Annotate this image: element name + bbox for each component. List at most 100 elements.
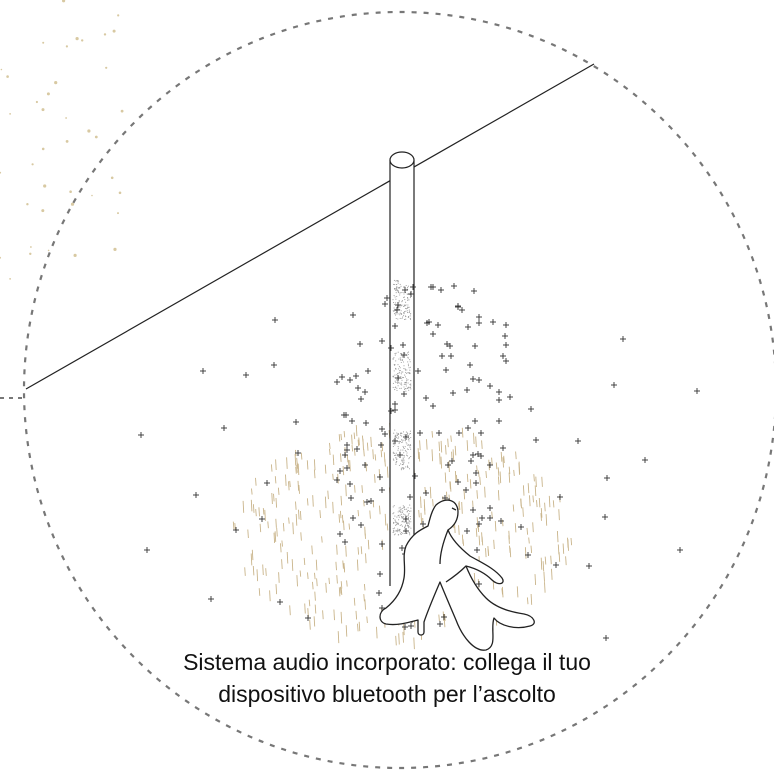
rain-dash	[312, 495, 314, 507]
rain-dash	[512, 504, 515, 512]
background-dot	[41, 147, 45, 151]
stipple-dot	[403, 304, 405, 306]
stipple-dot	[396, 387, 398, 389]
rain-dash	[518, 462, 520, 475]
plus-marker	[395, 375, 401, 381]
rain-dash	[275, 459, 277, 471]
stipple-dot	[395, 434, 397, 436]
stipple-dot	[393, 529, 395, 531]
plus-marker	[408, 291, 414, 297]
stipple-dot	[400, 358, 402, 360]
stipple-dot	[409, 504, 411, 506]
rain-dash	[499, 471, 502, 484]
stipple-dot	[400, 292, 402, 294]
stipple-dot	[401, 525, 403, 527]
stipple-dot	[404, 368, 406, 370]
rain-dash	[395, 635, 397, 646]
stipple-dot	[408, 299, 410, 301]
stipple-dot	[410, 444, 412, 446]
stipple-dot	[404, 440, 407, 442]
stipple-dot	[401, 356, 403, 358]
rain-dash	[524, 547, 527, 559]
stipple-dot	[410, 527, 412, 529]
rain-dash	[461, 501, 463, 514]
rain-dash	[296, 462, 299, 469]
plus-marker	[399, 545, 405, 551]
rain-dash	[520, 498, 522, 509]
stipple-dot	[408, 462, 410, 464]
plus-marker	[200, 368, 206, 374]
rain-dash	[484, 486, 486, 498]
stipple-dot	[396, 436, 398, 438]
rain-dash	[358, 437, 360, 446]
rain-dash	[438, 614, 440, 622]
stipple-dot	[398, 507, 400, 509]
stipple-dot	[401, 507, 403, 509]
stipple-dot	[404, 449, 406, 451]
rain-dash	[362, 438, 364, 450]
stipple-dot	[393, 363, 395, 366]
rain-dash	[424, 486, 426, 494]
plus-marker	[487, 515, 493, 521]
stipple-dot	[408, 468, 411, 470]
rain-dash	[348, 523, 351, 530]
stipple-dot	[404, 352, 406, 354]
stipple-dot	[393, 443, 395, 445]
stipple-dot	[402, 513, 404, 515]
stipple-dot	[409, 534, 411, 536]
stipple-dot	[400, 524, 402, 526]
rain-dash	[522, 485, 525, 496]
rain-dash	[381, 442, 384, 452]
stipple-dot	[404, 376, 407, 378]
stipple-dot	[397, 280, 399, 283]
rain-dash	[339, 586, 342, 594]
stipple-dot	[401, 435, 403, 437]
rain-dash	[341, 514, 344, 523]
stipple-dot	[405, 310, 407, 312]
stipple-dot	[398, 436, 400, 438]
stipple-dot	[400, 375, 402, 378]
rain-dash	[514, 523, 517, 533]
rain-dash	[478, 535, 481, 546]
stipple-dot	[392, 299, 394, 301]
plus-marker	[448, 353, 454, 359]
stipple-dot	[402, 445, 404, 447]
stipple-dot	[401, 317, 403, 320]
plus-marker	[533, 437, 539, 443]
plus-marker	[392, 407, 398, 413]
stipple-dot	[395, 283, 398, 286]
rain-dash	[262, 564, 264, 576]
stipple-dot	[409, 387, 411, 389]
stipple-dot	[399, 382, 401, 384]
rain-dash	[242, 500, 245, 513]
stipple-dot	[404, 524, 407, 526]
rain-dash	[423, 499, 426, 511]
rain-dash	[552, 500, 555, 508]
stipple-dot	[392, 386, 394, 388]
stipple-dot	[392, 527, 394, 530]
rain-dash	[558, 552, 561, 562]
rain-dash	[339, 510, 342, 519]
rain-dash	[278, 572, 280, 583]
rain-dash	[485, 470, 487, 478]
stipple-dot	[399, 369, 401, 372]
stipple-dot	[398, 529, 401, 531]
rain-dash	[342, 466, 345, 476]
stipple-dot	[393, 439, 395, 441]
stipple-dot	[400, 432, 402, 434]
stipple-dot	[408, 309, 410, 311]
stipple-dot	[397, 286, 399, 289]
stipple-dot	[393, 288, 396, 290]
stipple-dot	[407, 357, 409, 359]
plus-marker	[362, 389, 368, 395]
rain-dash	[247, 529, 249, 539]
stipple-dot	[406, 378, 408, 380]
stipple-dot	[392, 452, 394, 454]
background-dot	[87, 129, 91, 133]
rain-dash	[497, 490, 500, 501]
background-dot	[26, 203, 29, 206]
rain-dash	[516, 586, 519, 598]
plus-marker	[243, 372, 249, 378]
